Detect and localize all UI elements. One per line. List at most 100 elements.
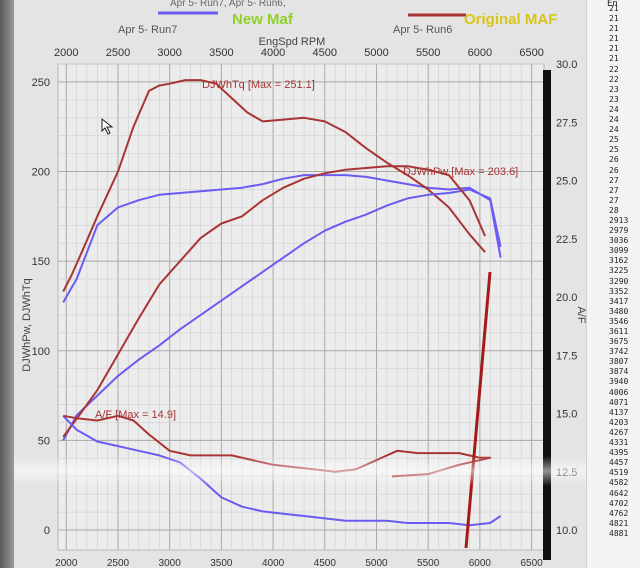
left-tick-label: 200 [32,167,50,179]
data-column-value: 3290 [609,276,629,286]
x-tick-label-top: 3500 [209,47,233,59]
data-column-value: 3480 [609,306,629,316]
data-column-value: 3417 [609,296,629,306]
data-column-header: En [607,0,618,9]
data-column-value: 4137 [609,407,629,417]
mouse-cursor-icon [101,117,114,135]
data-column-value: 4071 [609,397,629,407]
axis-ticks: 2000200025002500300030003500350040004000… [32,47,578,568]
legend-run7-label: Apr 5- Run7 [118,24,177,36]
x-tick-label-bottom: 3500 [210,558,233,568]
monitor-bezel [0,0,14,568]
data-column-value: 4702 [609,498,629,508]
data-column-value: 4762 [609,508,629,518]
data-column-value: 2979 [609,226,629,236]
x-tick-label-top: 4000 [261,47,285,59]
series-line [62,165,487,438]
data-column-value: 24 [609,115,619,125]
x-tick-label-top: 5000 [364,47,388,59]
x-tick-label-top: 5500 [416,47,440,59]
data-column-value: 2913 [609,215,629,225]
x-tick-label-bottom: 4500 [314,558,337,568]
x-axis-label: EngSpd RPM [259,36,326,48]
data-column-value: 22 [609,64,619,74]
x-tick-label-top: 3000 [157,47,181,59]
right-tick-label: 27.5 [556,117,577,129]
data-column-value: 23 [609,94,619,104]
data-column-value: 3874 [609,367,629,377]
data-column-value: 27 [609,175,619,185]
data-column-value: 4457 [609,458,629,468]
data-column-value: 3099 [609,246,629,256]
data-column-value: 3225 [609,266,629,276]
data-column-value: 4331 [609,438,629,448]
right-tick-label: 22.5 [556,234,577,246]
x-tick-label-top: 2500 [106,47,130,59]
data-column-value: 4881 [609,528,629,538]
x-tick-label-bottom: 5000 [365,558,388,568]
right-tick-label: 30.0 [556,59,577,71]
tq-max-annotation: DJWhTq [Max = 251.1] [202,79,315,91]
data-column-value: 22 [609,74,619,84]
data-column-value: 4821 [609,518,629,528]
right-tick-label: 10.0 [556,525,577,537]
data-column-value: 28 [609,205,619,215]
series-line [62,174,502,303]
data-column-value: 26 [609,165,619,175]
left-tick-label: 0 [44,525,50,537]
data-column-value: 3162 [609,256,629,266]
x-tick-label-bottom: 2500 [107,558,130,568]
data-column-value: 3611 [609,327,629,336]
data-column-value: 27 [609,195,619,205]
right-tick-label: 15.0 [556,409,577,421]
data-column-value: 26 [609,155,619,165]
left-tick-label: 100 [32,346,50,358]
data-column-value: 3807 [609,357,629,367]
right-tick-label: 17.5 [556,350,577,362]
x-tick-label-top: 4500 [313,47,337,59]
af-max-annotation: A/F [Max = 14.9] [95,409,176,421]
series-line [62,79,486,293]
data-column-value: 27 [609,185,619,195]
data-column-value: 25 [609,135,619,145]
pw-max-annotation: DJWhPw [Max = 203.6] [403,166,518,178]
data-column-value: 24 [609,104,619,114]
x-tick-label-bottom: 6000 [469,558,492,568]
data-column-panel: En 21 21 21 21 21 21 22 22 23 23 24 24 24 25 25 26 26 27 2… [586,0,640,568]
data-column-value: 21 [609,24,619,34]
data-column-values: 21 21 21 21 21 21 22 22 23 23 24 24 24 25 25 26 26 27 27 27… [609,4,628,539]
data-column-value: 21 [609,44,619,54]
data-column-value: 4519 [609,468,629,478]
data-column-value: 3675 [609,337,629,347]
data-column-value: 25 [609,145,619,155]
right-axis-bar [543,70,551,560]
data-column-value: 3352 [609,286,629,296]
data-column-value: 3742 [609,347,629,357]
right-tick-label: 25.0 [556,176,577,188]
left-tick-label: 150 [32,256,50,268]
vertical-marker-line [464,271,492,549]
data-column-value: 4582 [609,478,629,488]
left-tick-label: 250 [32,77,50,89]
x-tick-label-top: 2000 [54,47,78,59]
data-column-value: 21 [609,54,619,64]
data-column-value: 21 [609,14,619,24]
right-tick-label: 20.0 [556,292,577,304]
x-tick-label-top: 6000 [468,47,492,59]
data-column-value: 4203 [609,417,629,427]
data-column-value: 4395 [609,448,629,458]
x-tick-label-top: 6500 [519,47,543,59]
x-tick-label-bottom: 4000 [262,558,285,568]
data-column-value: 3546 [609,316,629,326]
data-column-value: 4642 [609,488,629,498]
data-column-value: 4267 [609,427,629,437]
legend-run6-label: Apr 5- Run6 [393,24,452,36]
x-tick-label-bottom: 2000 [55,558,78,568]
data-column-value: 4006 [609,387,629,397]
data-column-value: 21 [609,34,619,44]
data-column-value: 3036 [609,236,629,246]
left-tick-label: 50 [38,435,50,447]
series-line [62,188,502,441]
data-column-value: 24 [609,125,619,135]
